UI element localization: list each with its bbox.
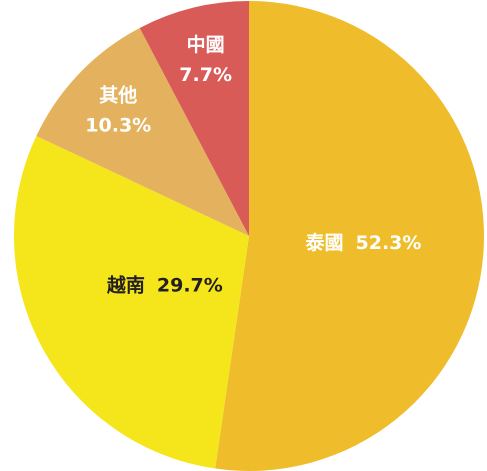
pie-slice <box>139 1 249 236</box>
pie-slice <box>36 27 249 236</box>
slice-category: 其他 <box>99 83 137 106</box>
slice-category: 泰國 <box>304 231 343 254</box>
pie-slice <box>13 135 249 469</box>
pie-slice <box>215 1 485 471</box>
slice-value-label: 10.3% <box>85 114 151 136</box>
slice-value-label: 52.3% <box>356 232 422 254</box>
slice-value-label: 7.7% <box>179 64 232 86</box>
slice-value-label: 29.7% <box>157 275 223 297</box>
slice-category: 越南 <box>106 274 145 297</box>
slice-category: 中國 <box>187 33 225 56</box>
